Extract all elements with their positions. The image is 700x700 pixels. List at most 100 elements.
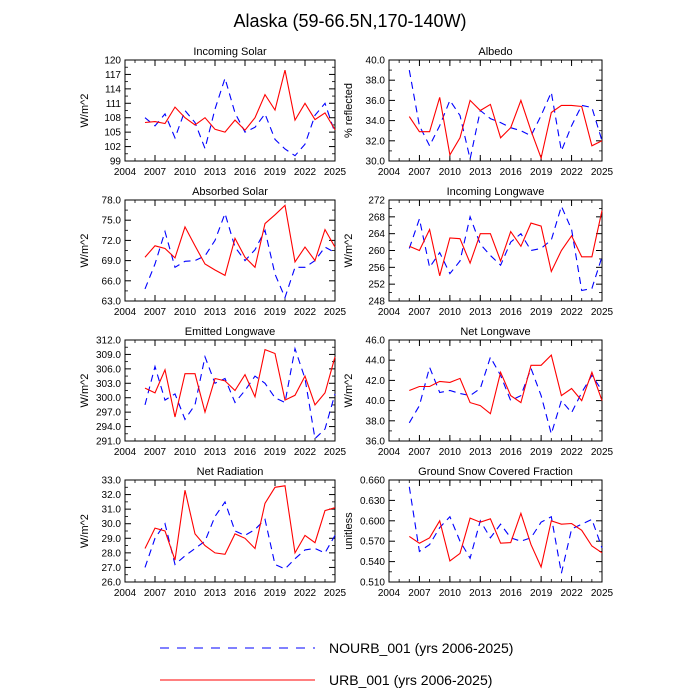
x-tick-label: 2019 [264,167,287,178]
x-tick-label: 2019 [530,167,553,178]
y-tick-label: 102 [104,142,121,153]
y-tick-label: 0.570 [360,537,385,548]
x-tick-label: 2010 [174,588,197,599]
panel-3: Incoming Longwave W/m^2 2004 2007 2010 2013 20… [343,186,614,318]
x-tick-label: 2004 [378,447,401,458]
y-tick-label: 40.0 [366,56,386,67]
y-tick-label: 26.0 [102,578,122,589]
main-title: Alaska (59-66.5N,170-140W) [233,11,466,31]
x-tick-label: 2004 [114,447,137,458]
series-line-nourb-001 [408,486,603,574]
x-tick-label: 2004 [378,588,401,599]
x-tick-label: 2016 [234,307,257,318]
y-tick-label: 248 [368,297,385,308]
x-tick-label: 2022 [560,588,583,599]
y-tick-label: 268 [368,212,385,223]
plot-frame [388,199,603,302]
x-tick-label: 2025 [591,447,614,458]
x-tick-label: 2025 [591,307,614,318]
y-tick-label: 105 [104,128,121,139]
series-line-urb-001 [144,348,336,418]
x-tick-label: 2013 [204,307,227,318]
y-tick-label: 117 [105,70,121,81]
panel-5: Net Longwave W/m^2 2004 2007 2010 2013 2016 201… [343,326,614,458]
y-tick-label: 252 [368,280,385,291]
y-tick-label: 36.0 [366,437,386,448]
panel-0: Incoming Solar W/m^2 2004 2007 2010 2013 2016 2… [79,46,347,178]
x-tick-label: 2022 [560,447,583,458]
panel-title: Net Longwave [460,326,530,338]
x-tick-label: 2025 [324,588,347,599]
x-tick-label: 2022 [560,167,583,178]
y-tick-label: 0.600 [360,516,385,527]
x-tick-label: 2010 [174,307,197,318]
y-tick-label: 99 [110,157,122,168]
x-tick-label: 2007 [408,167,431,178]
legend-label-nourb: NOURB_001 (yrs 2006-2025) [329,640,513,656]
x-tick-label: 2007 [144,447,167,458]
series-line-nourb-001 [408,204,603,292]
x-tick-label: 2016 [500,588,523,599]
y-tick-label: 120 [104,56,121,67]
x-tick-label: 2007 [144,588,167,599]
x-tick-label: 2025 [324,167,347,178]
x-tick-label: 2007 [144,167,167,178]
x-tick-label: 2010 [439,307,462,318]
x-tick-label: 2010 [439,588,462,599]
panel-title: Incoming Solar [193,46,267,58]
x-tick-label: 2004 [378,167,401,178]
x-tick-label: 2025 [324,307,347,318]
x-tick-label: 2016 [234,447,257,458]
y-tick-label: 63.0 [102,297,122,308]
y-tick-label: 30.0 [366,157,386,168]
x-tick-label: 2004 [114,167,137,178]
x-tick-label: 2019 [264,307,287,318]
y-tick-label: 272 [368,196,385,207]
panel-title: Albedo [478,46,512,58]
series-line-urb-001 [409,354,603,415]
x-tick-label: 2013 [204,588,227,599]
plot-frame [388,339,603,442]
series-line-urb-001 [408,511,603,569]
y-tick-label: 114 [105,84,121,95]
y-axis-label: W/m^2 [79,94,91,128]
x-tick-label: 2022 [294,167,317,178]
x-tick-label: 2016 [500,167,523,178]
legend: NOURB_001 (yrs 2006-2025) URB_001 (yrs 2… [160,640,513,688]
y-tick-label: 31.0 [102,505,122,516]
x-tick-label: 2025 [591,588,614,599]
y-axis-label: W/m^2 [343,234,355,268]
y-tick-label: 0.510 [360,578,385,589]
panel-title: Ground Snow Covered Fraction [418,466,573,478]
x-tick-label: 2013 [204,447,227,458]
y-tick-label: 309.0 [96,350,121,361]
x-tick-label: 2016 [500,307,523,318]
series-line-nourb-001 [144,500,336,570]
x-tick-label: 2004 [114,588,137,599]
series-line-urb-001 [144,204,336,277]
x-tick-label: 2010 [174,167,197,178]
y-tick-label: 303.0 [96,379,121,390]
panel-4: Emitted Longwave W/m^2 2004 2007 2010 2013 201… [79,326,347,458]
panel-title: Net Radiation [197,466,264,478]
y-tick-label: 306.0 [96,364,121,375]
y-tick-label: 78.0 [102,196,122,207]
y-axis-label: unitless [343,512,355,550]
series-line-urb-001 [144,69,336,133]
y-tick-label: 32.0 [366,136,386,147]
y-tick-label: 38.0 [366,416,386,427]
series-line-urb-001 [144,485,336,561]
x-tick-label: 2004 [114,307,137,318]
y-axis-label: W/m^2 [343,374,355,408]
y-axis-label: W/m^2 [79,514,91,548]
y-tick-label: 300.0 [96,393,121,404]
x-tick-label: 2016 [234,167,257,178]
panel-1: Albedo % reflected 2004 2007 2010 2013 2016 201… [343,46,614,178]
y-tick-label: 40.0 [366,396,386,407]
y-tick-label: 42.0 [366,376,386,387]
x-tick-label: 2019 [530,447,553,458]
x-tick-label: 2010 [439,167,462,178]
x-tick-label: 2019 [530,307,553,318]
legend-label-urb: URB_001 (yrs 2006-2025) [329,672,492,688]
y-tick-label: 34.0 [366,116,386,127]
